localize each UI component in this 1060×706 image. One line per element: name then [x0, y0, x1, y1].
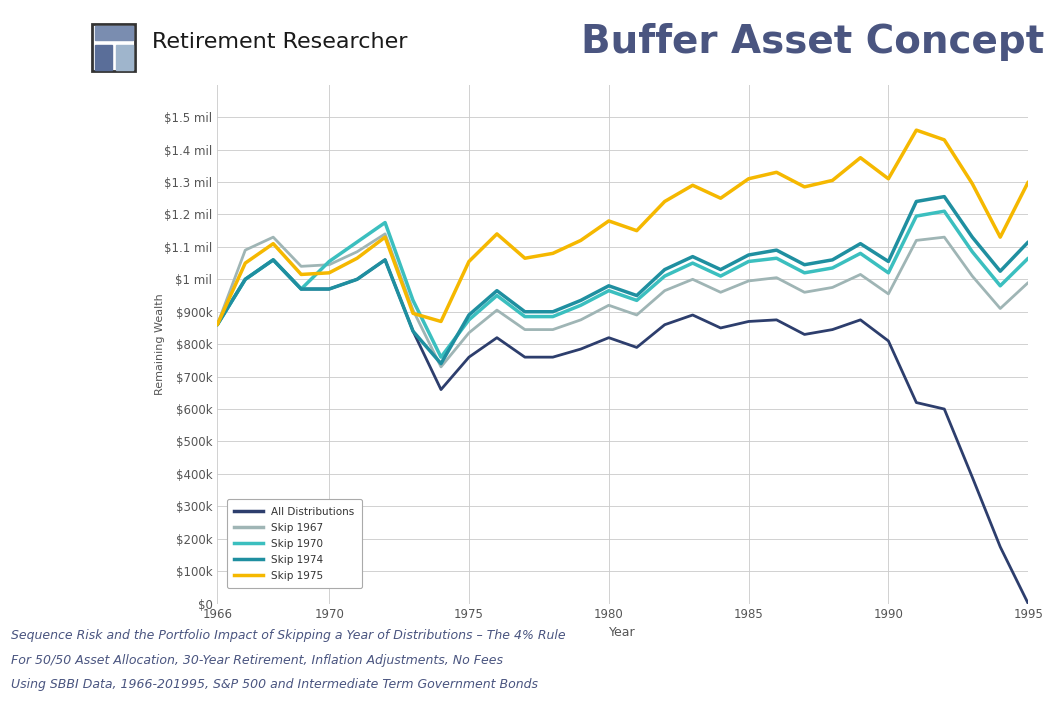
- Text: Retirement Researcher: Retirement Researcher: [152, 32, 407, 52]
- FancyBboxPatch shape: [92, 24, 136, 71]
- Bar: [95, 45, 112, 70]
- X-axis label: Year: Year: [610, 626, 636, 639]
- Text: For 50/50 Asset Allocation, 30-Year Retirement, Inflation Adjustments, No Fees: For 50/50 Asset Allocation, 30-Year Reti…: [11, 654, 502, 666]
- Y-axis label: Remaining Wealth: Remaining Wealth: [155, 293, 165, 395]
- Legend: All Distributions, Skip 1967, Skip 1970, Skip 1974, Skip 1975: All Distributions, Skip 1967, Skip 1970,…: [227, 499, 361, 588]
- Bar: [116, 45, 134, 70]
- Text: Using SBBI Data, 1966-201995, S&P 500 and Intermediate Term Government Bonds: Using SBBI Data, 1966-201995, S&P 500 an…: [11, 678, 537, 691]
- Text: Sequence Risk and the Portfolio Impact of Skipping a Year of Distributions – The: Sequence Risk and the Portfolio Impact o…: [11, 629, 565, 642]
- Text: Buffer Asset Concept: Buffer Asset Concept: [581, 23, 1044, 61]
- Bar: [95, 27, 134, 40]
